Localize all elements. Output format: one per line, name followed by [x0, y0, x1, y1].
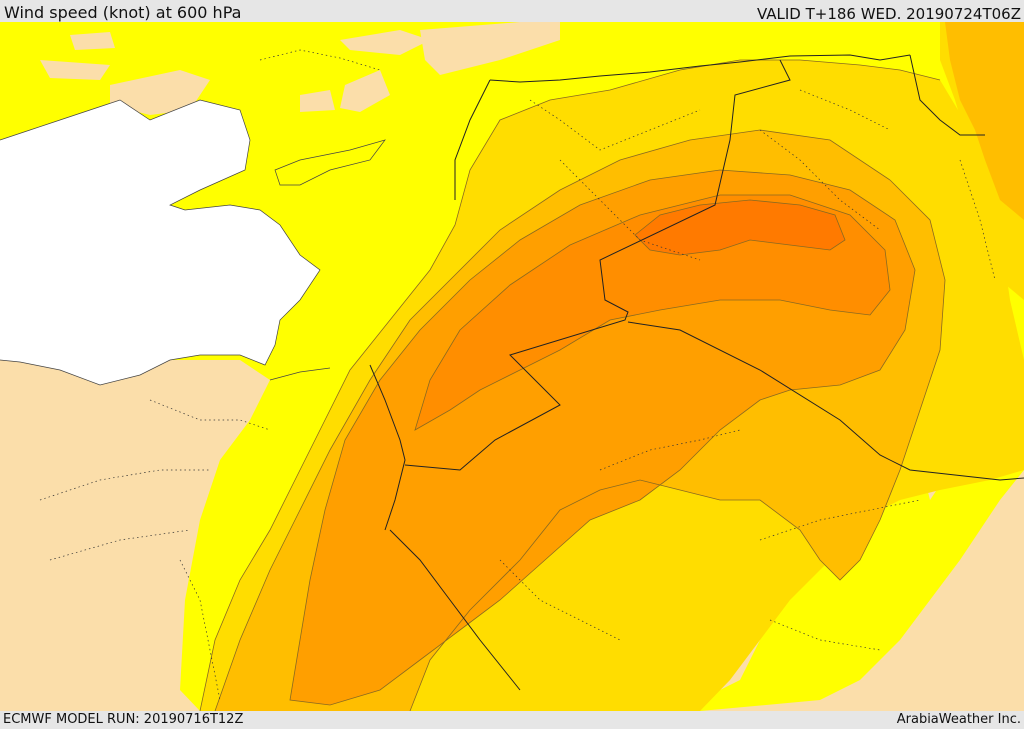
land-patch	[900, 480, 1024, 711]
country-borders	[369, 54, 1024, 691]
land-patch	[420, 22, 560, 75]
land-patch	[110, 70, 210, 115]
land-patch	[340, 30, 430, 55]
land-patch	[70, 32, 115, 50]
contour-lines	[199, 59, 946, 711]
header-bar: Wind speed (knot) at 600 hPa VALID T+186…	[0, 0, 1024, 23]
land-patch	[300, 90, 335, 112]
wind-band-6	[635, 200, 845, 255]
map-title: Wind speed (knot) at 600 hPa	[4, 3, 242, 22]
wind-band-3-east	[945, 22, 1024, 220]
coastlines	[0, 99, 386, 386]
wind-band-5	[415, 195, 890, 430]
land-patch	[340, 70, 390, 112]
province-borders	[39, 49, 996, 701]
valid-time: VALID T+186 WED. 20190724T06Z	[756, 5, 1021, 23]
land-patch	[40, 60, 110, 80]
model-run-label: ECMWF MODEL RUN: 20190716T12Z	[3, 712, 244, 727]
wind-speed-map	[0, 22, 1024, 711]
credit-label: ArabiaWeather Inc.	[896, 712, 1021, 727]
footer-bar: ECMWF MODEL RUN: 20190716T12Z ArabiaWeat…	[0, 711, 1024, 729]
mediterranean-sea	[0, 100, 320, 385]
